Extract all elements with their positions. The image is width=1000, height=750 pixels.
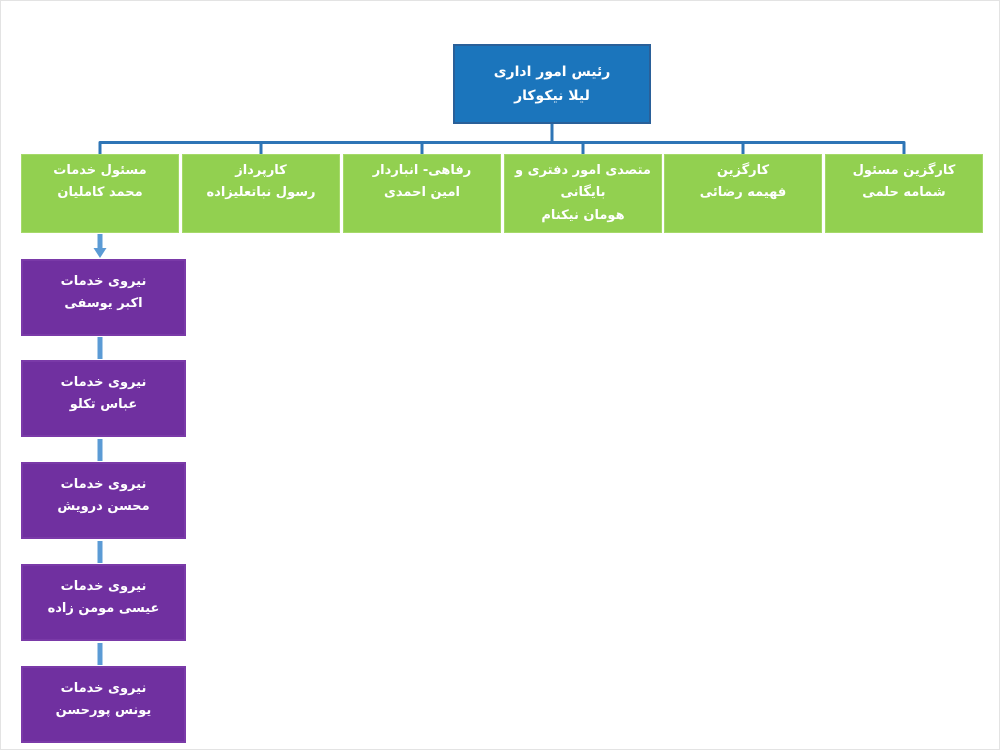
node-title: نیروی خدمات <box>60 681 147 696</box>
org-node-staff-3: نیروی خدمات محسن درویش <box>21 462 186 539</box>
node-title: کارپرداز <box>235 163 287 178</box>
node-name: محمد کاملیان <box>57 185 143 201</box>
node-title: کارگزین مسئول <box>852 163 956 178</box>
org-node-responsible-personnel-officer: کارگزین مسئول شمامه حلمی <box>825 154 983 233</box>
node-name: هومان نیکنام <box>541 207 625 223</box>
node-name: محسن درویش <box>57 499 150 515</box>
node-title: نیروی خدمات <box>60 375 147 390</box>
org-node-personnel-officer: کارگزین فهیمه رضائی <box>664 154 822 233</box>
node-title: کارگزین <box>716 163 770 178</box>
org-node-staff-2: نیروی خدمات عباس تکلو <box>21 360 186 437</box>
node-name: امین احمدی <box>383 185 460 201</box>
node-name: اکبر یوسفی <box>64 296 143 312</box>
org-node-staff-4: نیروی خدمات عیسی مومن زاده <box>21 564 186 641</box>
node-title: رفاهی- انباردار <box>372 163 472 178</box>
node-name: فهیمه رضائی <box>699 185 787 201</box>
node-title: متصدی امور دفتری و بایگانی <box>515 163 651 201</box>
org-node-staff-5: نیروی خدمات یونس پورحسن <box>21 666 186 743</box>
node-name: عباس تکلو <box>69 397 138 413</box>
node-title: مسئول خدمات <box>53 163 147 178</box>
org-node-procurement: کارپرداز رسول نباتعلیزاده <box>182 154 340 233</box>
org-node-services-manager: مسئول خدمات محمد کاملیان <box>21 154 179 233</box>
node-name: شمامه حلمی <box>862 185 946 201</box>
org-node-staff-1: نیروی خدمات اکبر یوسفی <box>21 259 186 336</box>
node-title: نیروی خدمات <box>60 477 147 492</box>
node-name: یونس پورحسن <box>55 703 152 719</box>
node-name: رسول نباتعلیزاده <box>206 185 316 201</box>
node-title: نیروی خدمات <box>60 579 147 594</box>
org-node-welfare-warehouse: رفاهی- انباردار امین احمدی <box>343 154 501 233</box>
root-name: لیلا نیکوکار <box>514 88 590 104</box>
org-node-office-archives: متصدی امور دفتری و بایگانی هومان نیکنام <box>504 154 662 233</box>
node-title: نیروی خدمات <box>60 274 147 289</box>
root-title: رئیس امور اداری <box>493 63 611 80</box>
org-node-root: رئیس امور اداری لیلا نیکوکار <box>453 44 651 124</box>
node-name: عیسی مومن زاده <box>47 601 160 617</box>
